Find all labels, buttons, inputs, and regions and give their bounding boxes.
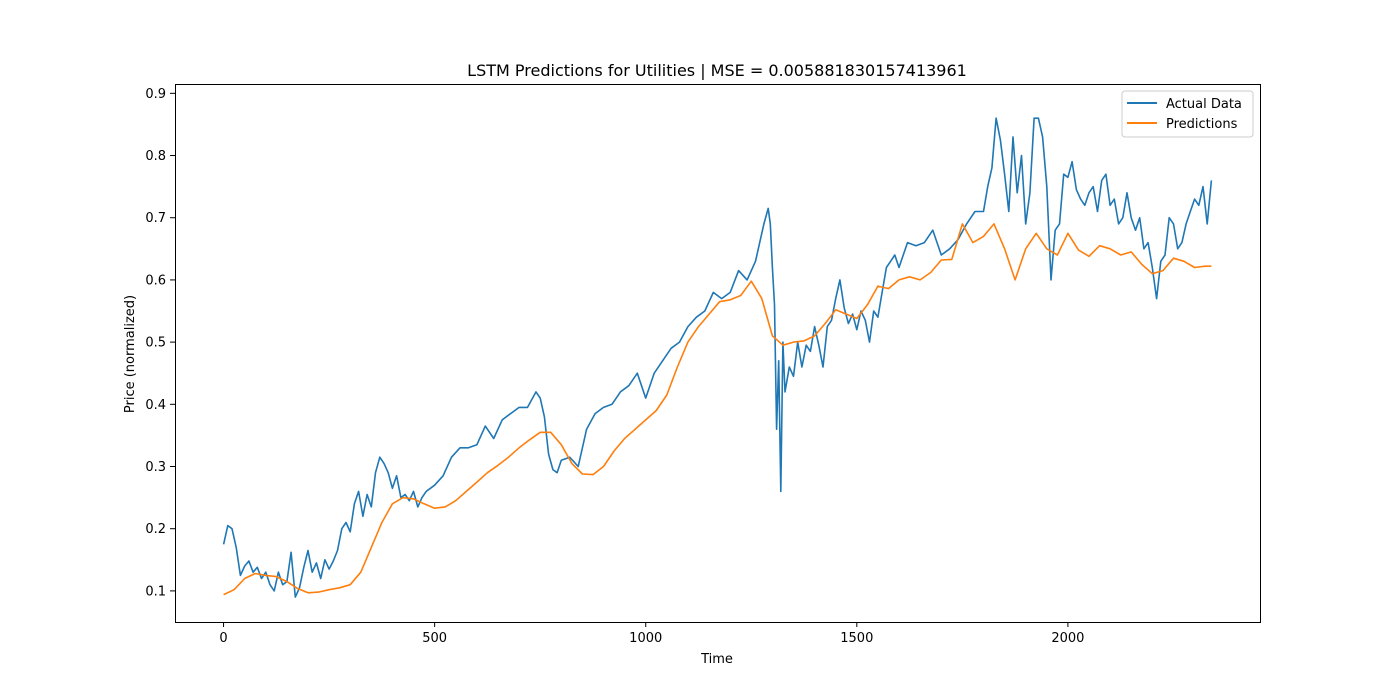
y-tick-label: 0.5 <box>145 336 166 351</box>
y-axis-label: Price (normalized) <box>123 295 138 413</box>
x-axis-label: Time <box>700 652 733 667</box>
series-layer <box>222 117 1213 598</box>
x-tick-label: 2000 <box>1051 631 1084 646</box>
x-tick-label: 0 <box>219 631 227 646</box>
x-tick-label: 500 <box>422 631 447 646</box>
y-tick-label: 0.2 <box>145 522 166 537</box>
legend: Actual Data Predictions <box>1121 90 1254 138</box>
y-tick-label: 0.4 <box>145 398 166 413</box>
x-axis: 0 500 1000 1500 2000 <box>219 622 1084 646</box>
y-tick-label: 0.3 <box>145 460 166 475</box>
y-axis: 0.1 0.2 0.3 0.4 0.5 0.6 0.7 0.8 0.9 <box>145 87 175 599</box>
y-tick-label: 0.1 <box>145 584 166 599</box>
chart-title: LSTM Predictions for Utilities | MSE = 0… <box>467 61 967 80</box>
y-tick-label: 0.8 <box>145 149 166 164</box>
x-tick-label: 1000 <box>629 631 662 646</box>
plot-frame <box>175 84 1261 623</box>
y-tick-label: 0.6 <box>145 273 166 288</box>
legend-label-predictions: Predictions <box>1166 117 1238 132</box>
x-tick-label: 1500 <box>840 631 873 646</box>
series-line-predictions <box>223 223 1212 596</box>
series-line-actual-data <box>222 117 1213 598</box>
plot-area <box>175 84 1261 623</box>
y-tick-label: 0.7 <box>145 211 166 226</box>
y-tick-label: 0.9 <box>145 87 166 102</box>
legend-label-actual: Actual Data <box>1166 97 1242 112</box>
